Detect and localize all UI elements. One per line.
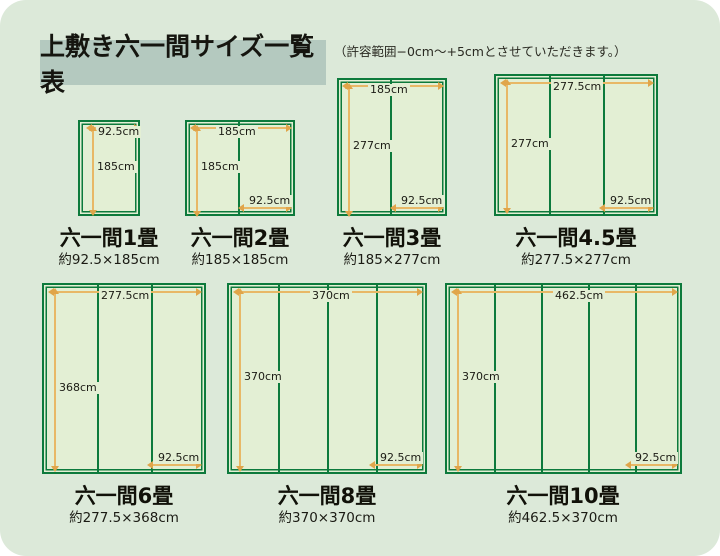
measure-label-height-8: 370cm bbox=[242, 370, 284, 383]
measure-label-height-6: 368cm bbox=[57, 381, 99, 394]
caption-size-3: 約185×277cm bbox=[343, 252, 441, 268]
measure-label-width-10: 462.5cm bbox=[553, 289, 606, 302]
arrow-right-panel-10 bbox=[672, 461, 678, 469]
measure-line-panel-3 bbox=[395, 207, 440, 209]
measure-line-panel-4-5 bbox=[604, 207, 650, 209]
arrow-left-panel-2 bbox=[238, 204, 244, 212]
caption-size-10: 約462.5×370cm bbox=[508, 510, 618, 526]
arrow-down-left-4-5 bbox=[503, 208, 511, 214]
caption-2: 六一間2畳 約185×185cm bbox=[169, 225, 311, 269]
arrow-up-left-8 bbox=[236, 288, 244, 294]
panel-divider-10-3 bbox=[588, 285, 590, 472]
caption-title-1: 六一間1畳 bbox=[59, 226, 159, 250]
measure-line-left-3 bbox=[348, 88, 350, 214]
measure-label-height-2: 185cm bbox=[199, 160, 241, 173]
arrow-up-left-10 bbox=[454, 288, 462, 294]
measure-label-height-4-5: 277cm bbox=[509, 137, 551, 150]
panel-divider-8-2 bbox=[327, 285, 329, 472]
panel-divider-6-1 bbox=[97, 285, 99, 472]
arrow-down-left-3 bbox=[345, 211, 353, 217]
arrow-right-top-10 bbox=[672, 288, 678, 296]
arrow-right-top-4-5 bbox=[648, 79, 654, 87]
measure-line-left-2 bbox=[196, 130, 198, 214]
arrow-up-left-3 bbox=[345, 83, 353, 89]
caption-6: 六一間6畳 約277.5×368cm bbox=[53, 483, 195, 527]
arrow-right-panel-4-5 bbox=[648, 204, 654, 212]
arrow-left-panel-3 bbox=[390, 204, 396, 212]
arrow-right-panel-8 bbox=[417, 461, 423, 469]
measure-line-panel-2 bbox=[243, 207, 288, 209]
measure-label-panel-3: 92.5cm bbox=[399, 194, 445, 207]
arrow-right-top-6 bbox=[196, 288, 202, 296]
arrow-down-left-6 bbox=[51, 466, 59, 472]
arrow-right-panel-2 bbox=[286, 204, 292, 212]
measure-label-height-10: 370cm bbox=[460, 370, 502, 383]
caption-1: 六一間1畳 約92.5×185cm bbox=[38, 225, 180, 269]
measure-line-panel-6 bbox=[152, 464, 198, 466]
caption-title-10: 六一間10畳 bbox=[506, 484, 620, 508]
arrow-right-panel-6 bbox=[196, 461, 202, 469]
caption-size-1: 約92.5×185cm bbox=[58, 252, 160, 268]
measure-label-width-1: 92.5cm bbox=[96, 125, 142, 138]
measure-label-height-1: 185cm bbox=[95, 160, 137, 173]
tolerance-note: （許容範囲−0cm〜+5cmとさせていただきます。） bbox=[334, 44, 627, 59]
arrow-left-panel-10 bbox=[625, 461, 631, 469]
arrow-right-panel-3 bbox=[438, 204, 444, 212]
measure-line-left-1 bbox=[92, 130, 94, 212]
measure-line-panel-8 bbox=[374, 464, 419, 466]
caption-4-5: 六一間4.5畳 約277.5×277cm bbox=[505, 225, 647, 269]
arrow-left-panel-6 bbox=[147, 461, 153, 469]
caption-size-8: 約370×370cm bbox=[278, 510, 376, 526]
panel-divider-6-2 bbox=[151, 285, 153, 472]
measure-label-width-4-5: 277.5cm bbox=[551, 80, 604, 93]
measure-label-width-3: 185cm bbox=[368, 83, 410, 96]
caption-10: 六一間10畳 約462.5×370cm bbox=[492, 483, 634, 527]
arrow-up-left-1 bbox=[89, 125, 97, 131]
measure-line-left-8 bbox=[239, 293, 241, 469]
page-title: 上敷き六一間サイズ一覧表 bbox=[40, 31, 315, 97]
measure-label-panel-6: 92.5cm bbox=[156, 451, 202, 464]
mat-outline-6 bbox=[42, 283, 206, 474]
measure-label-height-3: 277cm bbox=[351, 139, 393, 152]
caption-size-2: 約185×185cm bbox=[191, 252, 289, 268]
caption-title-2: 六一間2畳 bbox=[190, 226, 290, 250]
measure-line-left-4-5 bbox=[506, 84, 508, 211]
measure-label-panel-4-5: 92.5cm bbox=[608, 194, 654, 207]
mat-outline-8 bbox=[227, 283, 427, 474]
arrow-up-left-4-5 bbox=[503, 79, 511, 85]
caption-size-4-5: 約277.5×277cm bbox=[521, 252, 631, 268]
caption-title-8: 六一間8畳 bbox=[277, 484, 377, 508]
panel-divider-8-3 bbox=[376, 285, 378, 472]
arrow-up-left-6 bbox=[51, 288, 59, 294]
measure-line-panel-10 bbox=[630, 464, 674, 466]
panel-divider-10-2 bbox=[541, 285, 543, 472]
arrow-left-panel-4-5 bbox=[599, 204, 605, 212]
caption-title-4-5: 六一間4.5畳 bbox=[515, 226, 637, 250]
measure-label-panel-10: 92.5cm bbox=[633, 451, 679, 464]
measure-line-left-6 bbox=[54, 293, 56, 469]
arrow-left-panel-8 bbox=[369, 461, 375, 469]
panel-divider-4-5-2 bbox=[603, 76, 605, 214]
arrow-down-left-10 bbox=[454, 466, 462, 472]
panel-divider-10-4 bbox=[635, 285, 637, 472]
arrow-down-left-1 bbox=[89, 210, 97, 216]
arrow-down-left-2 bbox=[193, 211, 201, 217]
measure-label-panel-8: 92.5cm bbox=[378, 451, 424, 464]
measure-line-left-10 bbox=[457, 293, 459, 469]
caption-8: 六一間8畳 約370×370cm bbox=[256, 483, 398, 527]
caption-title-6: 六一間6畳 bbox=[74, 484, 174, 508]
arrow-right-top-3 bbox=[438, 82, 444, 90]
measure-label-width-2: 185cm bbox=[216, 125, 258, 138]
measure-label-panel-2: 92.5cm bbox=[247, 194, 293, 207]
page-title-band: 上敷き六一間サイズ一覧表 bbox=[40, 32, 326, 97]
caption-3: 六一間3畳 約185×277cm bbox=[321, 225, 463, 269]
caption-title-3: 六一間3畳 bbox=[342, 226, 442, 250]
arrow-right-top-8 bbox=[417, 288, 423, 296]
arrow-down-left-8 bbox=[236, 466, 244, 472]
caption-size-6: 約277.5×368cm bbox=[69, 510, 179, 526]
arrow-right-top-2 bbox=[286, 124, 292, 132]
arrow-up-left-2 bbox=[193, 125, 201, 131]
measure-label-width-8: 370cm bbox=[310, 289, 352, 302]
measure-label-width-6: 277.5cm bbox=[99, 289, 152, 302]
